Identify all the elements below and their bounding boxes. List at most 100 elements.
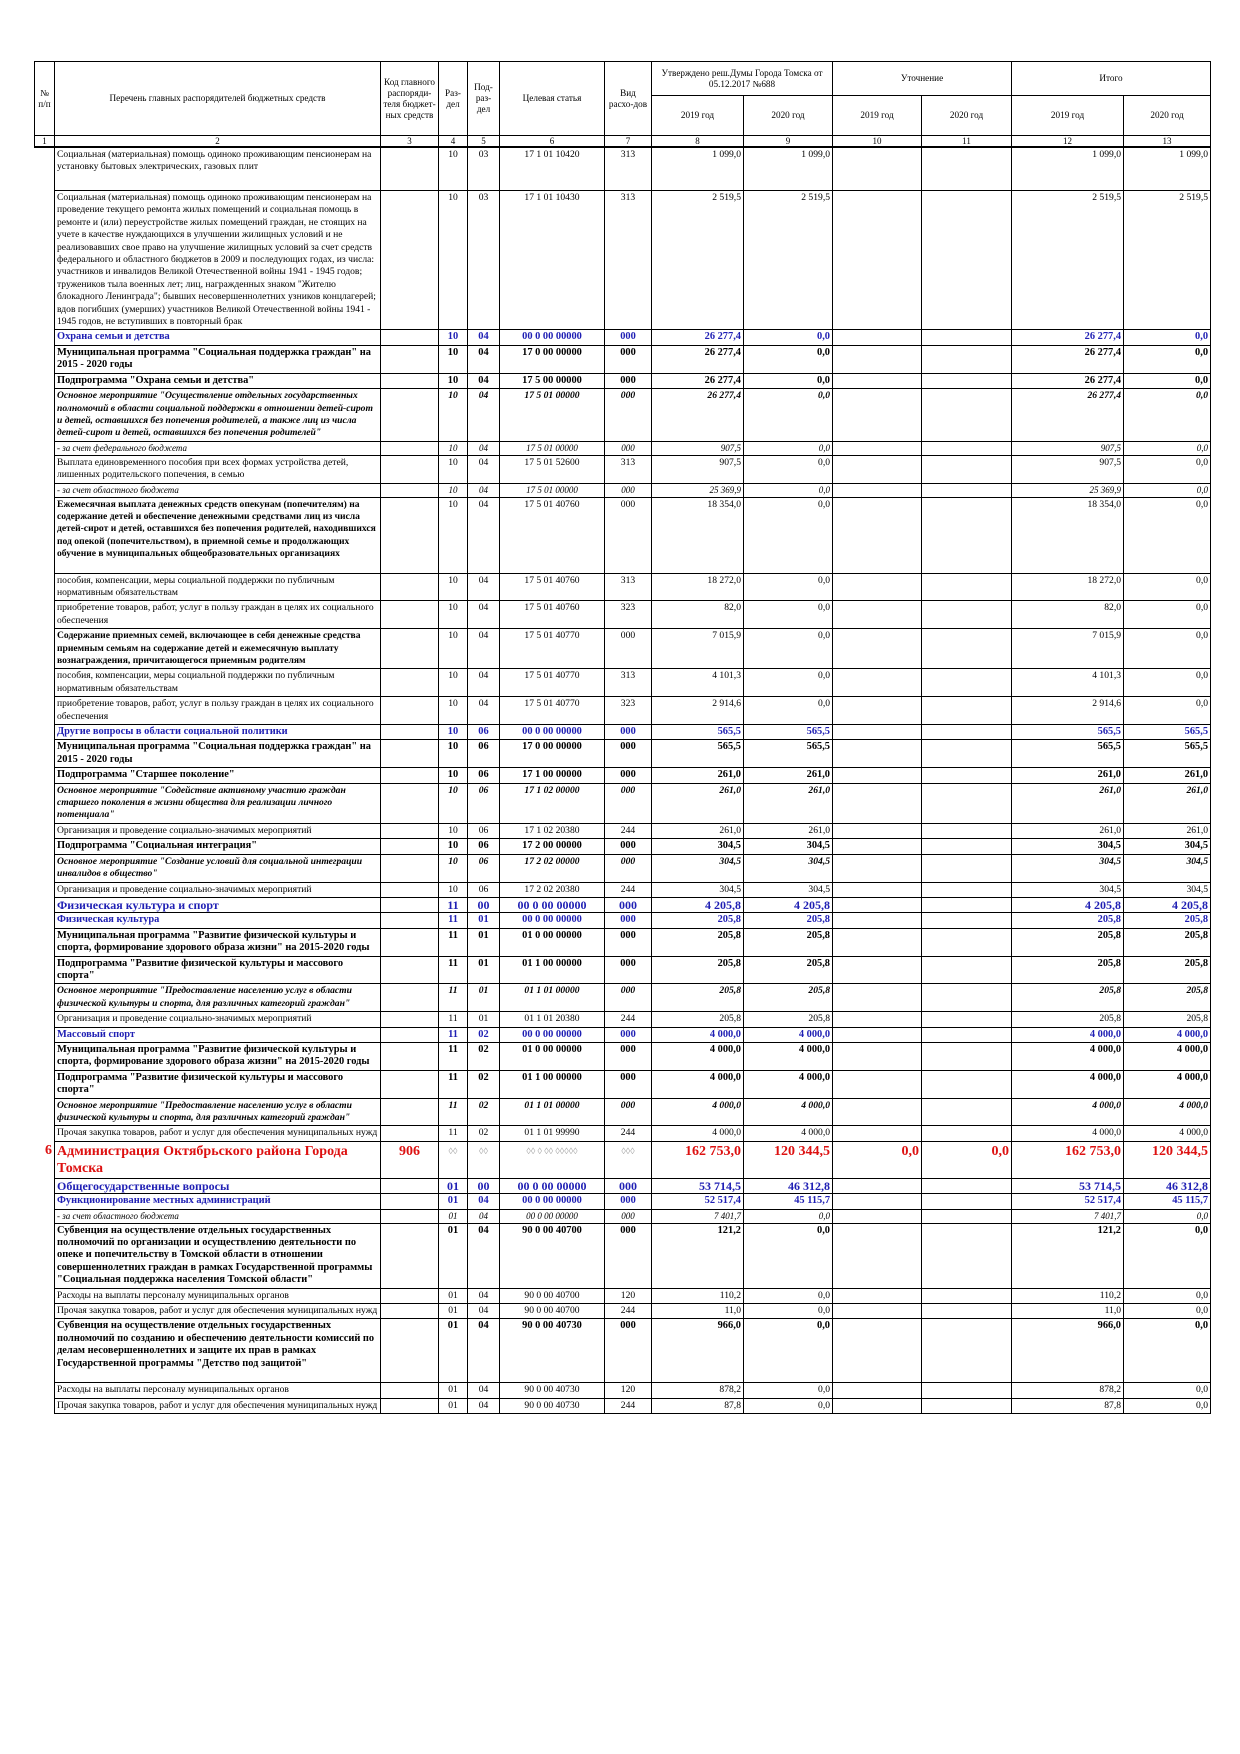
code-cell [34,345,55,374]
code-cell: 01 [467,912,500,929]
item-name: Подпрограмма "Развитие физической культу… [54,1069,381,1099]
budget-table: № п/п Перечень главных распорядителей бю… [34,61,1212,1414]
code-cell: 313 [604,146,652,191]
code-cell [34,1027,55,1043]
code-cell: 02 [467,1026,500,1043]
item-name: Муниципальная программа "Социальная подд… [54,739,381,769]
amount-cell [832,1026,923,1043]
code-cell: 11 [438,1011,468,1028]
code-cell: 000 [604,329,652,346]
table-header: № п/п Перечень главных распорядителей бю… [34,61,1212,148]
amount-cell: 46 312,8 [742,1177,834,1195]
code-cell: 244 [604,822,652,840]
amount-cell: 261,0 [651,782,744,824]
amount-cell: 45 115,7 [1123,1193,1212,1210]
code-cell [34,1193,55,1210]
code-cell: 000 [604,628,652,670]
item-name: Организация и проведение социально-значи… [54,822,381,840]
code-cell: 04 [467,496,500,574]
code-cell: ◊◊◊ [604,1140,652,1179]
code-cell [380,983,439,1013]
amount-cell: 1 099,0 [651,146,744,191]
code-cell: ◊◊ [438,1140,468,1179]
amount-cell: 205,8 [651,1011,744,1028]
amount-cell: 4 205,8 [1011,896,1125,914]
amount-cell: 205,8 [1011,912,1125,929]
amount-cell: 878,2 [1011,1382,1125,1399]
table-row: Функционирование местных администраций 01… [34,1193,1212,1210]
table-row: Подпрограмма "Социальная интеграция" 10 06… [34,838,1212,855]
code-cell: 01 [438,1318,468,1384]
amount-cell [832,189,923,331]
code-cell: 01 1 01 00000 [499,983,605,1013]
amount-cell: 261,0 [1123,822,1212,840]
code-cell: 04 [467,1208,500,1224]
code-cell: 323 [604,696,652,726]
amount-cell: 26 277,4 [1011,372,1125,390]
amount-cell [832,1287,923,1305]
code-cell: 17 5 01 00000 [499,482,605,498]
amount-cell [832,881,923,898]
item-name: Социальная (материальная) помощь одиноко… [54,189,381,331]
amount-cell: 0,0 [742,1303,834,1320]
amount-cell [921,927,1013,957]
amount-cell: 261,0 [651,767,744,784]
amount-cell: 0,0 [1123,1287,1212,1305]
code-cell: 17 0 00 00000 [499,739,605,769]
code-cell: 04 [467,600,500,630]
amount-cell: 82,0 [651,600,744,630]
code-cell: 11 [438,1026,468,1043]
table-row: Выплата единовременного пособия при всех… [34,454,1212,484]
item-name: Другие вопросы в области социальной поли… [54,724,381,741]
table-row: Муниципальная программа "Социальная подд… [34,739,1212,769]
amount-cell: 261,0 [742,767,834,784]
code-cell: 02 [467,1041,500,1071]
code-cell [380,1208,439,1224]
amount-cell: 4 000,0 [1011,1125,1125,1142]
code-cell: 04 [467,1303,500,1320]
table-row: Физическая культура и спорт 11 00 00 0 00 0… [34,896,1212,914]
amount-cell [921,1026,1013,1043]
item-name: Подпрограмма "Старшее поколение" [54,767,381,784]
table-row: - за счет областного бюджета 10 04 17 5 01 … [34,482,1212,498]
code-cell: 17 5 01 40760 [499,496,605,574]
code-cell: 04 [467,482,500,498]
code-cell [380,1177,439,1195]
amount-cell: 0,0 [1123,572,1212,602]
code-cell: 01 [467,983,500,1013]
code-cell: 17 5 01 40770 [499,668,605,698]
header-year: 2019 год [832,95,923,136]
code-cell [380,496,439,574]
amount-cell: 0,0 [742,372,834,390]
amount-cell: 4 101,3 [1011,668,1125,698]
code-cell: 04 [467,1287,500,1305]
code-cell: 17 2 02 20380 [499,881,605,898]
code-cell [380,1097,439,1127]
code-cell: 000 [604,440,652,456]
amount-cell [832,838,923,855]
code-cell: 10 [438,572,468,602]
amount-cell: 304,5 [1011,881,1125,898]
code-cell [380,838,439,855]
item-name: приобретение товаров, работ, услуг в пол… [54,600,381,630]
code-cell [380,482,439,498]
amount-cell: 2 519,5 [1123,189,1212,331]
amount-cell: 304,5 [1123,853,1212,883]
code-cell: 000 [604,983,652,1013]
amount-cell: 205,8 [1123,927,1212,957]
code-cell [380,1011,439,1028]
amount-cell [832,739,923,769]
amount-cell: 0,0 [742,454,834,484]
code-cell: 04 [467,628,500,670]
code-cell [34,882,55,898]
amount-cell: 0,0 [742,1397,834,1414]
table-row: Организация и проведение социально-значи… [34,881,1212,898]
amount-cell [832,372,923,390]
code-cell: 00 [467,896,500,914]
amount-cell: 0,0 [1123,388,1212,442]
table-row: Организация и проведение социально-значи… [34,822,1212,840]
amount-cell: 0,0 [1123,600,1212,630]
table-row: Основное мероприятие "Предоставление нас… [34,1097,1212,1127]
table-row: Подпрограмма "Развитие физической культу… [34,1069,1212,1099]
table-row: приобретение товаров, работ, услуг в пол… [34,696,1212,726]
